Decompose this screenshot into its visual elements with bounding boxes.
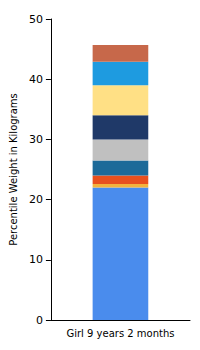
svg-text:30: 30 xyxy=(29,133,43,146)
svg-text:20: 20 xyxy=(29,193,43,206)
svg-text:Percentile Weight in Kilograms: Percentile Weight in Kilograms xyxy=(8,93,19,246)
svg-text:10: 10 xyxy=(29,253,43,266)
svg-text:Girl 9 years 2 months: Girl 9 years 2 months xyxy=(66,328,174,339)
svg-text:40: 40 xyxy=(29,73,43,86)
svg-text:50: 50 xyxy=(29,13,43,26)
svg-text:0: 0 xyxy=(36,314,43,327)
